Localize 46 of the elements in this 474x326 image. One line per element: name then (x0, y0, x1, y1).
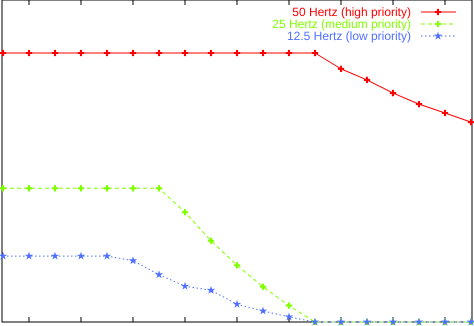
point (232, 300, 242, 308)
point (338, 66, 344, 72)
point (156, 50, 162, 56)
point (234, 50, 240, 56)
point (234, 262, 240, 268)
point (78, 50, 84, 56)
point (76, 252, 86, 260)
point (104, 185, 110, 192)
point (130, 185, 136, 192)
point (0, 185, 6, 192)
point (102, 252, 112, 260)
legend-label: 50 Hertz (high priority) (292, 5, 411, 19)
legend-label: 12.5 Hertz (low priority) (286, 29, 412, 43)
point (154, 270, 164, 278)
point (312, 50, 318, 56)
point (52, 185, 58, 192)
point (206, 286, 216, 294)
point (468, 118, 474, 126)
point (50, 252, 60, 260)
point (156, 185, 162, 192)
point (0, 252, 8, 260)
point (26, 50, 32, 56)
legend-label: 25 Hertz (medium priority) (272, 17, 411, 31)
point (104, 50, 110, 56)
point (286, 302, 292, 309)
point (364, 76, 370, 84)
point (52, 50, 58, 56)
point (182, 50, 188, 56)
point (208, 50, 214, 56)
point (416, 100, 422, 108)
point (442, 110, 448, 116)
point (130, 50, 136, 56)
point (258, 306, 268, 315)
point (26, 185, 32, 192)
point (180, 282, 190, 290)
point (260, 50, 266, 56)
point (0, 50, 6, 56)
point (182, 209, 188, 216)
point (390, 90, 396, 96)
point (24, 252, 34, 260)
point (208, 238, 214, 244)
point (260, 284, 266, 290)
point (284, 312, 294, 320)
point (78, 185, 84, 192)
point (128, 256, 138, 264)
point (286, 50, 292, 56)
